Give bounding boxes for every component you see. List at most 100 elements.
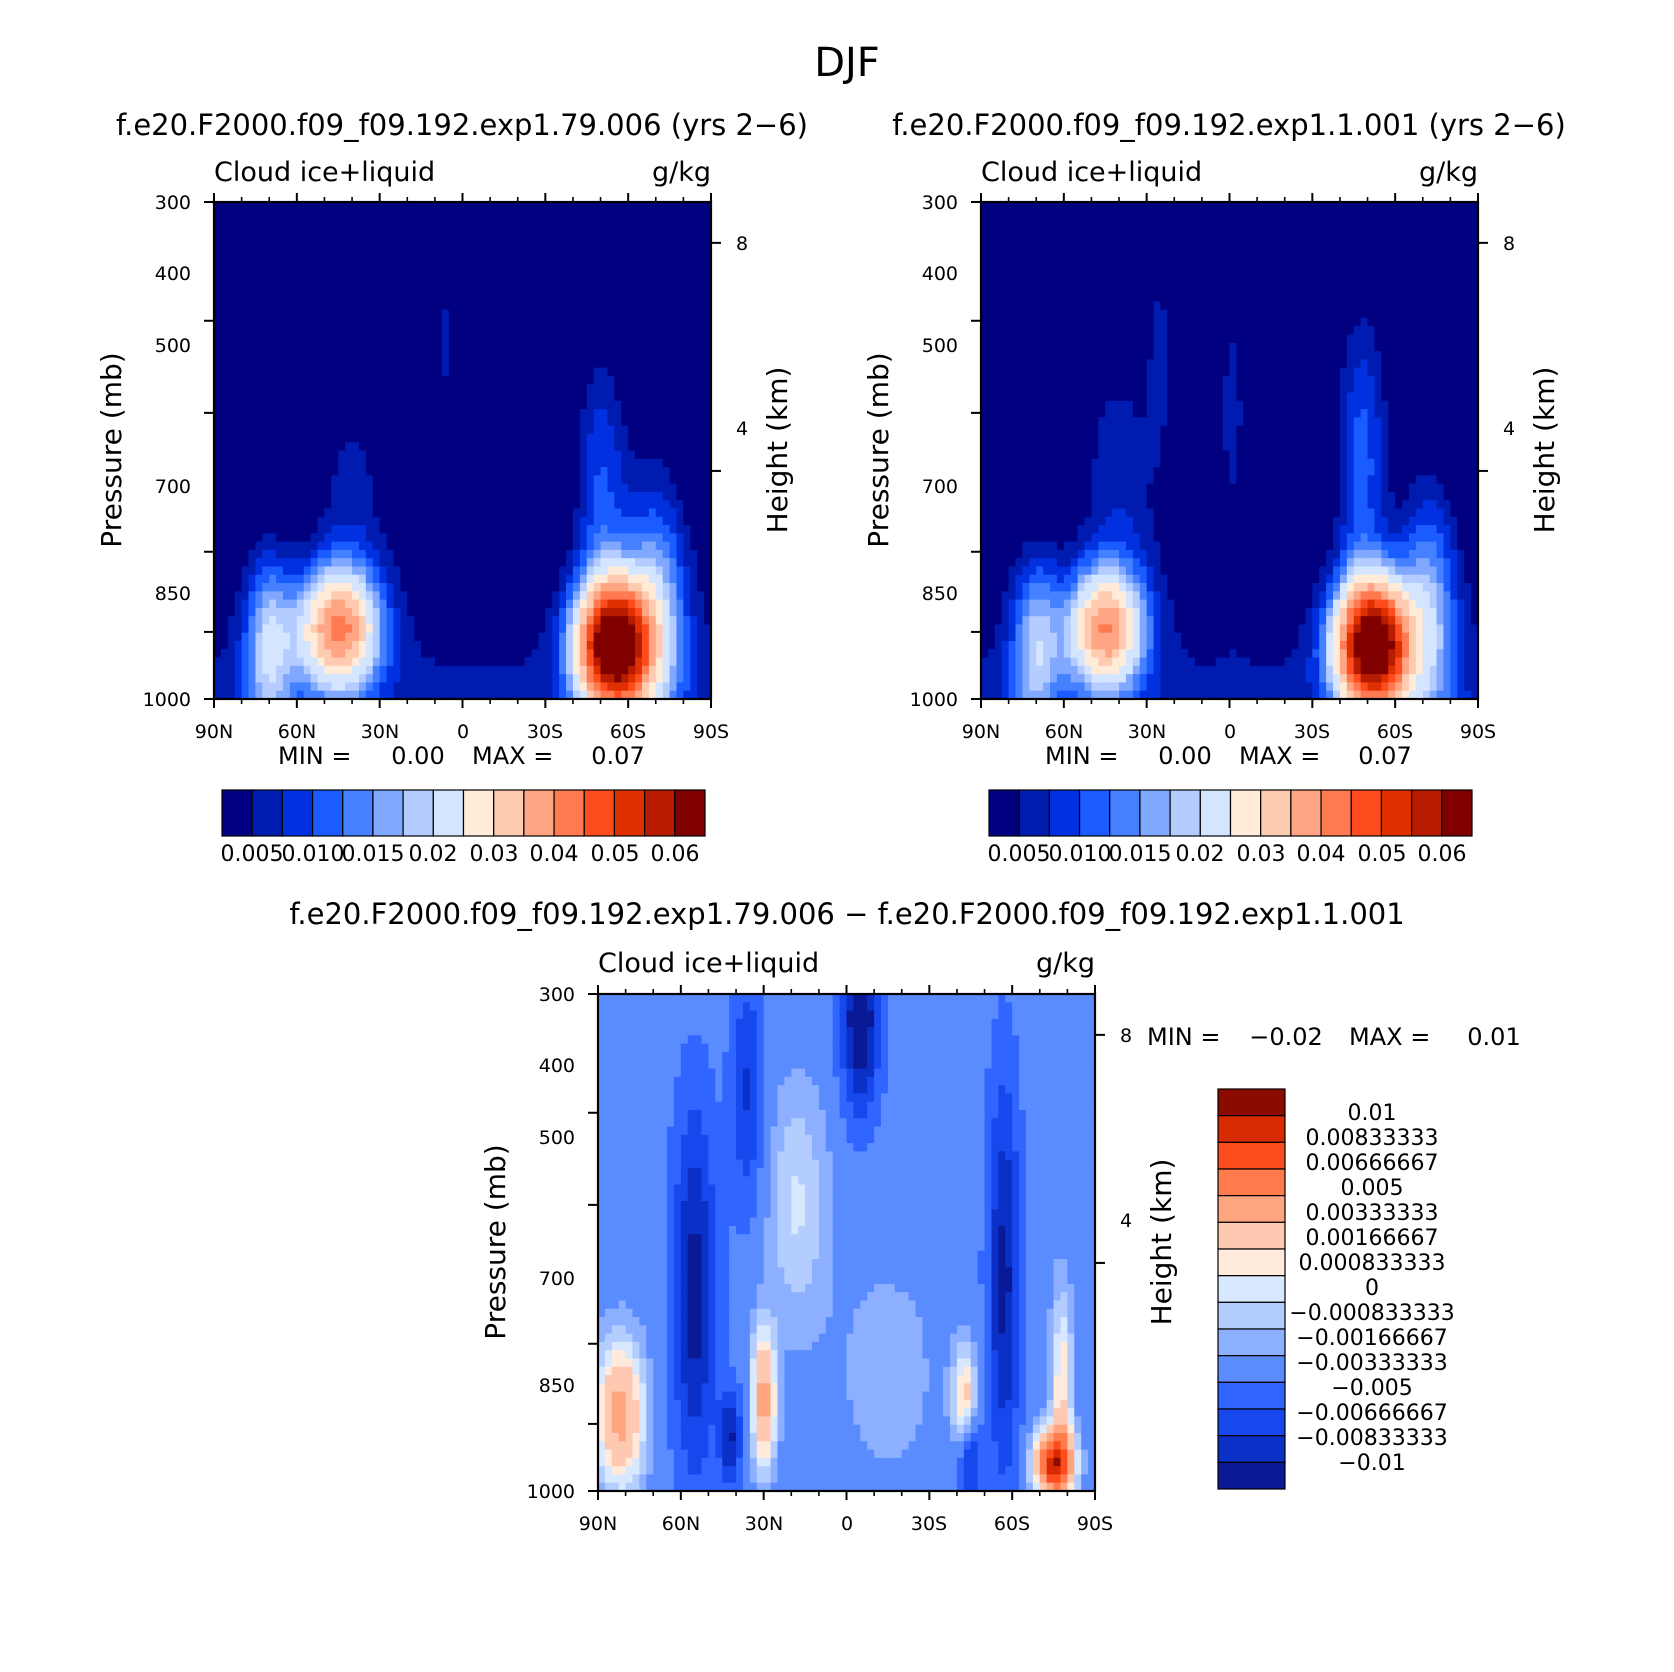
contour-cell — [379, 649, 388, 659]
contour-cell — [352, 616, 360, 626]
contour-cell — [648, 491, 657, 501]
contour-cell — [248, 500, 257, 510]
contour-cell — [641, 566, 650, 576]
contour-cell — [400, 351, 408, 360]
contour-cell — [276, 450, 284, 460]
contour-cell — [545, 317, 553, 327]
contour-cell — [552, 433, 560, 443]
contour-cell — [303, 442, 312, 452]
contour-cell — [310, 226, 319, 236]
contour-cell — [676, 450, 684, 460]
contour-cell — [683, 442, 691, 452]
contour-cell — [697, 682, 705, 692]
contour-cell — [552, 674, 560, 684]
contour-cell — [635, 607, 643, 617]
contour-cell — [552, 409, 560, 418]
contour-cell — [476, 367, 484, 377]
contour-cell — [324, 235, 332, 245]
contour-cell — [524, 243, 533, 253]
contour-cell — [455, 235, 464, 245]
contour-cell — [469, 599, 477, 609]
contour-cell — [269, 425, 277, 435]
contour-cell — [600, 400, 609, 410]
contour-cell — [987, 508, 996, 518]
contour-cell — [676, 657, 684, 667]
contour-cell — [338, 442, 346, 452]
contour-cell — [579, 525, 588, 534]
contour-cell — [545, 284, 553, 294]
contour-cell — [490, 566, 498, 576]
contour-cell — [648, 417, 657, 427]
contour-cell — [386, 359, 395, 369]
contour-cell — [510, 624, 519, 634]
contour-cell — [255, 433, 263, 443]
contour-cell — [614, 384, 622, 394]
contour-cell — [1029, 616, 1037, 626]
contour-cell — [531, 641, 540, 650]
contour-cell — [662, 442, 671, 452]
contour-cell — [379, 657, 388, 667]
contour-cell — [358, 483, 367, 493]
contour-cell — [234, 632, 243, 642]
contour-cell — [414, 599, 422, 609]
contour-cell — [483, 442, 491, 452]
contour-cell — [379, 334, 388, 344]
contour-cell — [607, 409, 615, 418]
contour-cell — [1015, 483, 1024, 493]
contour-cell — [1036, 475, 1044, 485]
contour-cell — [352, 375, 360, 385]
contour-cell — [517, 392, 526, 402]
contour-cell — [393, 251, 401, 261]
contour-cell — [400, 583, 408, 592]
contour-cell — [1029, 558, 1037, 568]
contour-cell — [641, 375, 650, 385]
contour-cell — [648, 284, 657, 294]
contour-cell — [662, 558, 671, 568]
contour-cell — [400, 375, 408, 385]
contour-cell — [614, 508, 622, 518]
colorbar-swatch — [372, 789, 404, 837]
contour-cell — [1036, 433, 1044, 443]
contour-cell — [372, 409, 381, 418]
contour-cell — [317, 367, 326, 377]
contour-cell — [262, 516, 270, 526]
contour-cell — [248, 367, 257, 377]
contour-cell — [214, 442, 222, 452]
contour-cell — [490, 533, 498, 543]
contour-cell — [1008, 500, 1017, 510]
contour-cell — [241, 458, 250, 468]
contour-cell — [289, 541, 298, 551]
contour-cell — [358, 533, 367, 543]
contour-cell — [414, 649, 422, 659]
contour-cell — [662, 326, 671, 336]
contour-cell — [255, 491, 263, 501]
contour-cell — [289, 467, 298, 476]
contour-cell — [704, 218, 711, 228]
contour-cell — [586, 558, 595, 568]
contour-cell — [379, 218, 388, 228]
contour-cell — [324, 425, 332, 435]
contour-cell — [655, 384, 664, 394]
contour-cell — [427, 458, 436, 468]
contour-cell — [981, 657, 989, 667]
contour-cell — [276, 616, 284, 626]
contour-cell — [255, 599, 263, 609]
contour-cell — [1008, 235, 1017, 245]
contour-cell — [214, 607, 222, 617]
contour-cell — [476, 467, 484, 476]
contour-cell — [241, 541, 250, 551]
contour-cell — [1036, 268, 1044, 278]
contour-cell — [331, 226, 339, 236]
contour-cell — [324, 226, 332, 236]
contour-cell — [365, 533, 374, 543]
contour-cell — [414, 334, 422, 344]
contour-cell — [994, 342, 1003, 352]
contour-cell — [676, 392, 684, 402]
contour-cell — [234, 276, 243, 286]
contour-cell — [1029, 632, 1037, 642]
contour-cell — [345, 317, 353, 327]
contour-cell — [621, 674, 629, 684]
contour-cell — [310, 433, 319, 443]
contour-cell — [289, 450, 298, 460]
contour-cell — [697, 649, 705, 659]
